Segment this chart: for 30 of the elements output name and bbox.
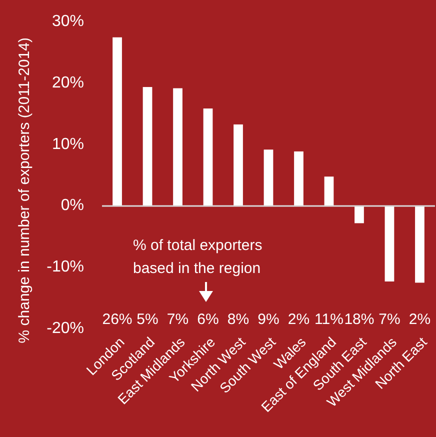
bar (142, 87, 152, 206)
annotation: 7% (378, 311, 400, 328)
bar (354, 206, 364, 224)
annotation: 6% (197, 311, 219, 328)
annotation: % of total exporters based in the region (133, 237, 262, 277)
annotation: 2% (408, 311, 431, 328)
bar (324, 176, 334, 206)
bar (294, 151, 304, 206)
y-tick-label: -20% (46, 320, 84, 337)
annotation: 18% (344, 311, 374, 328)
y-tick-label: 0% (60, 197, 84, 214)
annotation: 2% (288, 311, 310, 328)
y-tick-label: 30% (52, 13, 84, 30)
annotation: 7% (166, 311, 189, 328)
annotation: 8% (227, 311, 250, 328)
bar (173, 88, 182, 206)
bar (415, 206, 424, 283)
annotation: 26% (102, 311, 132, 328)
y-tick-label: -10% (46, 258, 84, 276)
bar (234, 124, 243, 206)
y-axis-title: % change in number of exporters (2011-2014) (16, 37, 33, 344)
y-tick-label: 10% (52, 136, 84, 153)
bar (384, 206, 394, 282)
annotation: 11% (314, 311, 344, 328)
y-tick-label: 20% (52, 74, 84, 92)
bar (112, 37, 122, 206)
bar (264, 150, 274, 206)
annotation: 9% (258, 311, 280, 328)
bar (203, 108, 213, 206)
annotation: 5% (136, 311, 158, 328)
